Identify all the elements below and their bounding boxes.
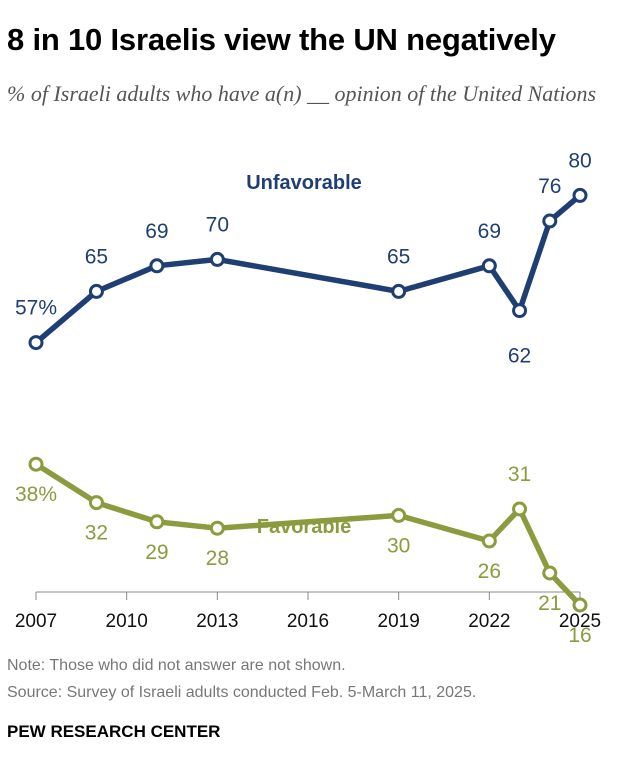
x-axis-ticks: 2007 2010 2013 2016 2019 2022 2025	[15, 592, 601, 632]
x-tick-label: 2025	[559, 611, 601, 632]
favorable-data-point	[512, 501, 528, 517]
data-labels: 57% 65 69 70 65 69 62 76 80 38% 32 29 28 30 26 31 21 16	[15, 149, 592, 647]
favorable-data-label: 38%	[15, 483, 57, 506]
series-points	[28, 187, 588, 613]
unfavorable-data-label: 80	[568, 149, 591, 172]
favorable-data-point	[28, 456, 44, 472]
favorable-data-point	[542, 565, 558, 581]
favorable-data-point	[209, 520, 225, 536]
favorable-data-label: 26	[478, 560, 501, 583]
favorable-data-point	[391, 507, 407, 523]
unfavorable-data-point	[542, 213, 558, 229]
favorable-data-point	[149, 514, 165, 530]
favorable-data-label: 16	[568, 624, 591, 647]
chart-note: Note: Those who did not answer are not s…	[7, 657, 346, 674]
x-tick-label: 2013	[196, 611, 238, 632]
favorable-data-point	[572, 597, 588, 613]
unfavorable-data-label: 62	[508, 345, 531, 368]
unfavorable-data-point	[481, 258, 497, 274]
x-tick-label: 2010	[106, 611, 148, 632]
chart-title: 8 in 10 Israelis view the UN negatively	[7, 22, 556, 57]
favorable-data-label: 32	[85, 522, 108, 545]
unfavorable-series-name: Unfavorable	[246, 172, 362, 194]
unfavorable-data-label: 69	[478, 220, 501, 243]
x-tick-label: 2016	[287, 611, 329, 632]
unfavorable-data-label: 76	[538, 175, 561, 198]
unfavorable-data-point	[512, 303, 528, 319]
unfavorable-data-point	[209, 251, 225, 267]
chart-subtitle: % of Israeli adults who have a(n) __ opi…	[7, 81, 597, 106]
favorable-series-name: Favorable	[257, 516, 351, 538]
favorable-data-point	[481, 533, 497, 549]
favorable-data-label: 21	[538, 592, 561, 615]
unfavorable-data-label: 57%	[15, 297, 57, 320]
unfavorable-data-point	[88, 283, 104, 299]
favorable-data-point	[88, 495, 104, 511]
series-lines	[33, 192, 583, 608]
favorable-data-label: 30	[387, 534, 410, 557]
unfavorable-data-point	[391, 283, 407, 299]
unfavorable-data-label: 69	[145, 220, 168, 243]
favorable-data-label: 31	[508, 463, 531, 486]
unfavorable-series-line	[33, 192, 583, 346]
line-chart: 2007 2010 2013 2016 2019 2022 2025 57% 65 69 70 65…	[15, 149, 601, 647]
unfavorable-data-label: 65	[85, 245, 108, 268]
x-tick-label: 2022	[468, 611, 510, 632]
brand-logo-text: PEW RESEARCH CENTER	[7, 722, 221, 741]
unfavorable-data-point	[28, 335, 44, 351]
unfavorable-data-point	[149, 258, 165, 274]
favorable-data-label: 28	[206, 547, 229, 570]
x-tick-label: 2007	[15, 611, 57, 632]
series-name-labels: Unfavorable Favorable	[246, 172, 362, 538]
favorable-data-label: 29	[145, 541, 168, 564]
chart-source: Source: Survey of Israeli adults conduct…	[7, 684, 477, 701]
x-tick-label: 2019	[378, 611, 420, 632]
unfavorable-data-label: 70	[206, 213, 229, 236]
unfavorable-data-point	[572, 187, 588, 203]
unfavorable-data-label: 65	[387, 245, 410, 268]
